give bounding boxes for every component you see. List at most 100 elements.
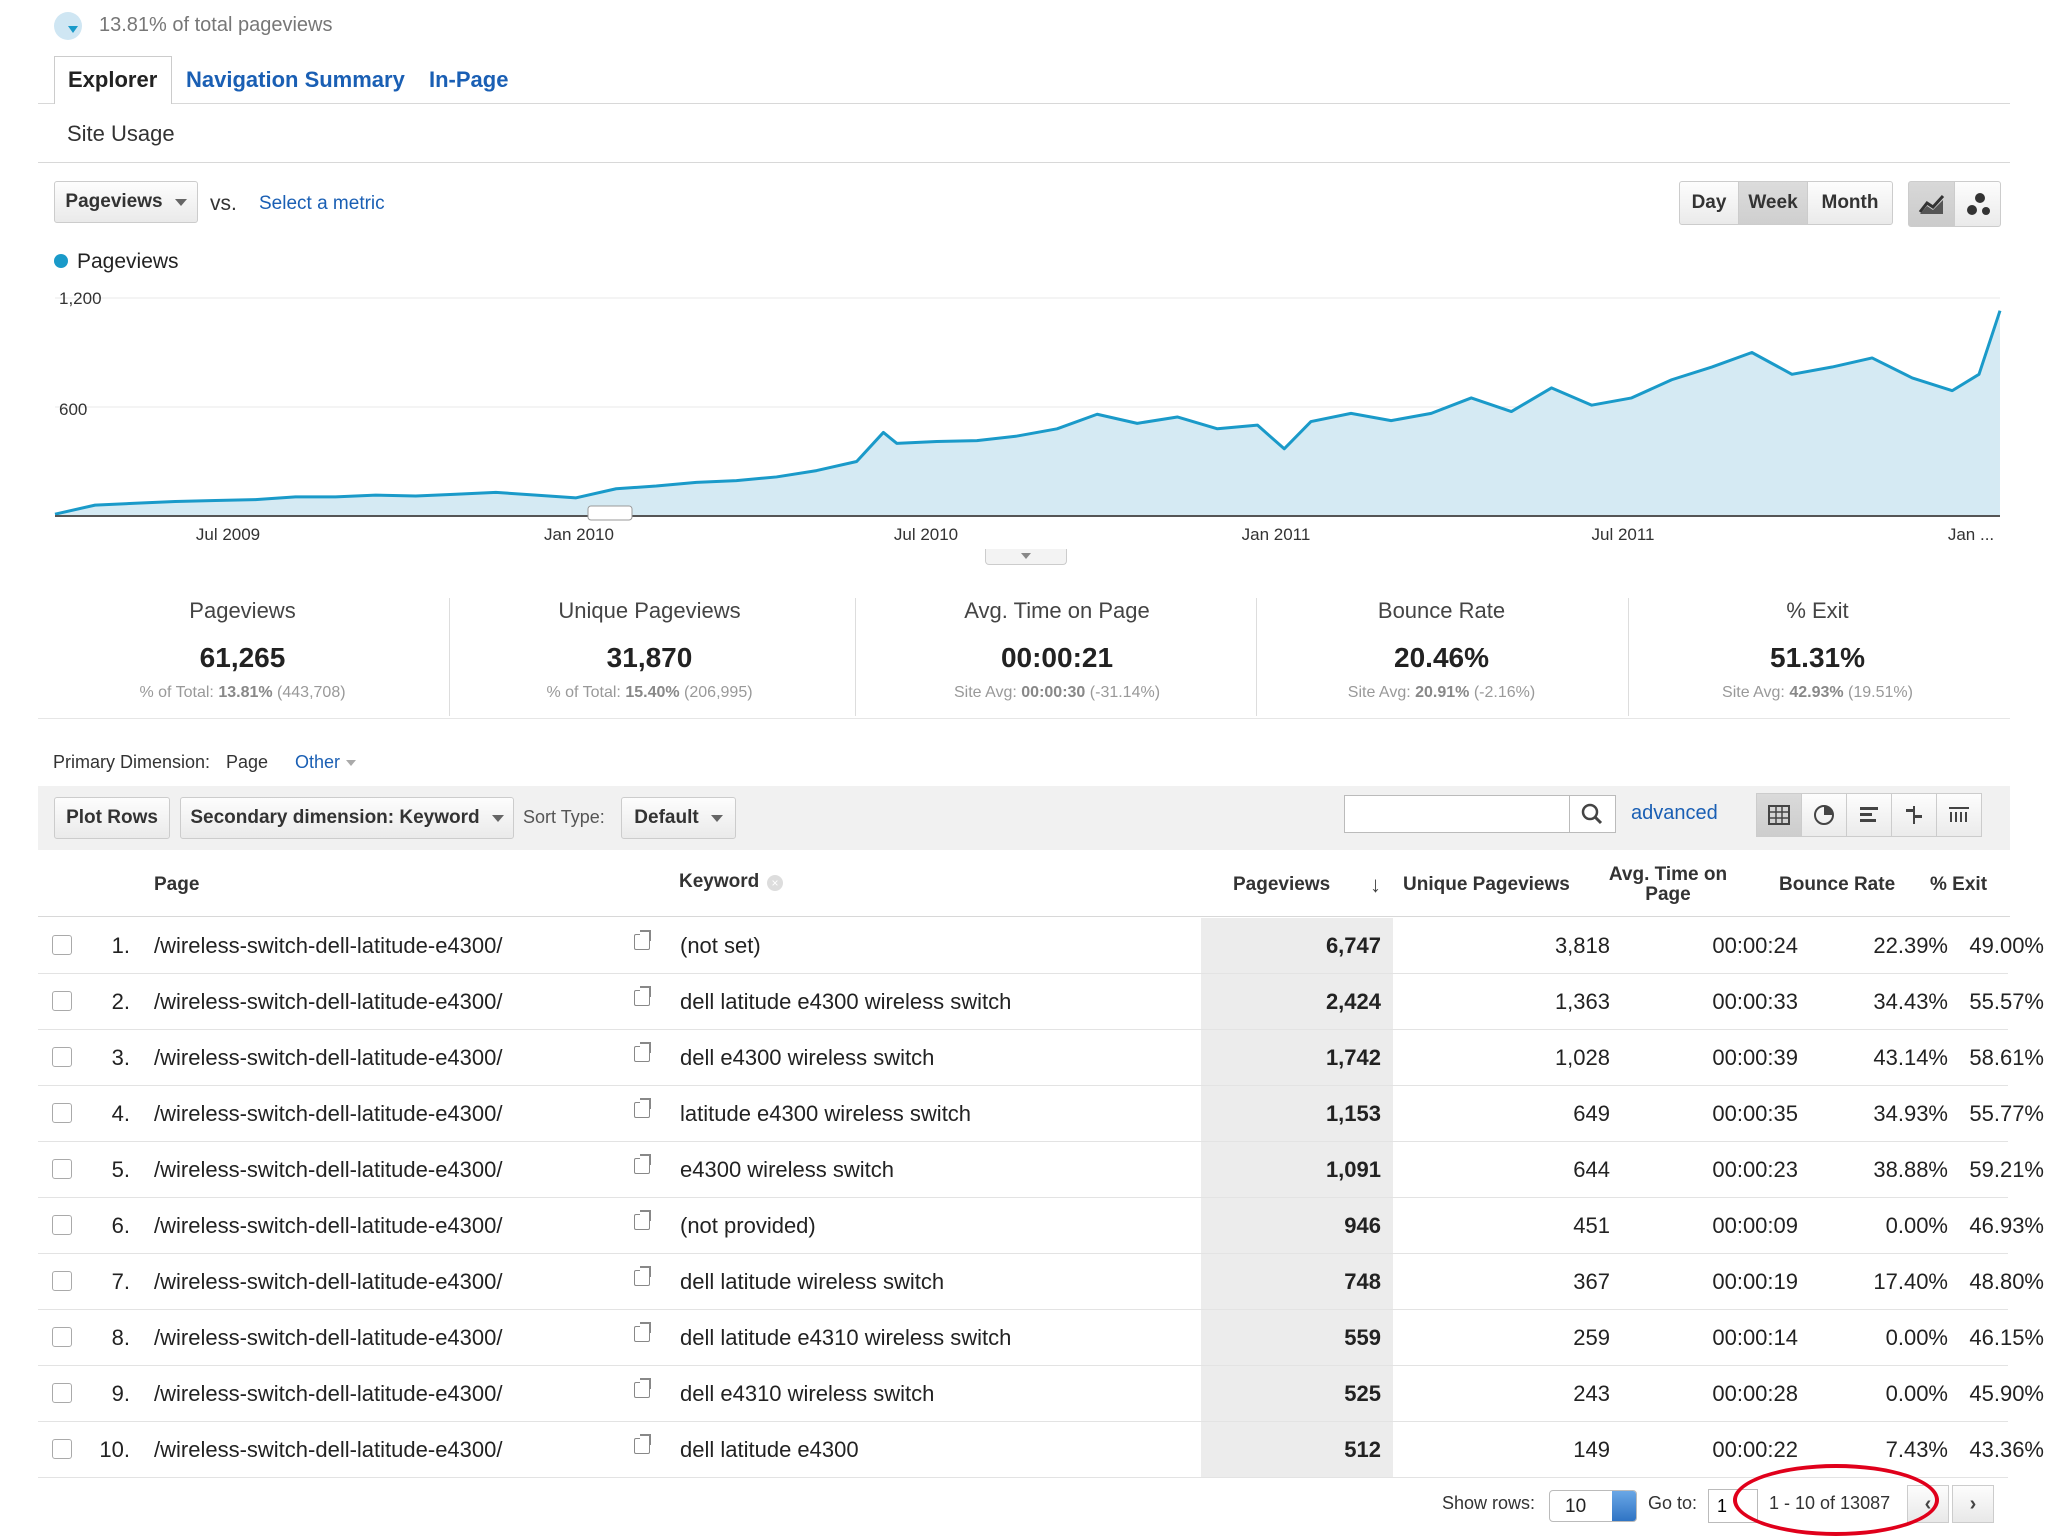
row-checkbox[interactable]: [52, 1103, 72, 1123]
period-day-label: Day: [1691, 192, 1727, 213]
open-link-icon[interactable]: [634, 1322, 651, 1342]
row-pageviews: 748: [1344, 1269, 1381, 1294]
row-keyword[interactable]: dell e4310 wireless switch: [680, 1381, 935, 1406]
open-link-icon[interactable]: [634, 1266, 651, 1286]
row-checkbox[interactable]: [52, 1383, 72, 1403]
column-header-pageviews[interactable]: Pageviews: [1233, 874, 1331, 895]
row-page[interactable]: /wireless-switch-dell-latitude-e4300/: [154, 1213, 503, 1238]
row-page[interactable]: /wireless-switch-dell-latitude-e4300/: [154, 1381, 503, 1406]
metric-avg-time: Avg. Time on Page 00:00:21 Site Avg: 00:…: [858, 588, 1256, 716]
row-checkbox[interactable]: [52, 991, 72, 1011]
row-checkbox[interactable]: [52, 1159, 72, 1179]
row-keyword[interactable]: dell e4300 wireless switch: [680, 1045, 935, 1070]
row-checkbox[interactable]: [52, 1439, 72, 1459]
row-pageviews: 2,424: [1325, 989, 1381, 1014]
row-index: 5.: [111, 1157, 130, 1182]
row-page[interactable]: /wireless-switch-dell-latitude-e4300/: [154, 1101, 503, 1126]
dimension-page[interactable]: Page: [226, 752, 269, 772]
open-link-icon[interactable]: [634, 1378, 651, 1398]
row-page[interactable]: /wireless-switch-dell-latitude-e4300/: [154, 1269, 503, 1294]
column-header-page[interactable]: Page: [154, 874, 200, 895]
dimension-other[interactable]: Other: [295, 752, 357, 773]
row-keyword[interactable]: (not provided): [680, 1213, 816, 1238]
row-keyword[interactable]: latitude e4300 wireless switch: [680, 1101, 972, 1126]
row-keyword[interactable]: dell latitude e4310 wireless switch: [680, 1325, 1012, 1350]
x-tick-label: Jul 2011: [1591, 525, 1654, 544]
open-link-icon[interactable]: [634, 930, 651, 950]
select-metric-link[interactable]: Select a metric: [259, 193, 385, 214]
comparison-view-button[interactable]: [1891, 793, 1937, 837]
column-header-bounce-rate[interactable]: Bounce Rate: [1779, 874, 1896, 895]
row-bounce-rate: 0.00%: [1885, 1325, 1948, 1350]
x-tick-label: Jul 2009: [196, 525, 260, 544]
plot-rows-button[interactable]: Plot Rows: [54, 797, 170, 839]
open-link-icon[interactable]: [634, 1210, 651, 1230]
row-checkbox[interactable]: [52, 1047, 72, 1067]
performance-view-button[interactable]: [1846, 793, 1892, 837]
pageviews-chart: 1,200 600 Jul 2009 Jan 2010 Jul 2010 Jan 2011…: [54, 289, 2002, 544]
table-view-button[interactable]: [1756, 793, 1802, 837]
period-month-button[interactable]: Month: [1807, 181, 1893, 225]
table-row: 10. /wireless-switch-dell-latitude-e4300…: [38, 1422, 2044, 1478]
row-keyword[interactable]: dell latitude e4300: [680, 1437, 859, 1462]
row-page[interactable]: /wireless-switch-dell-latitude-e4300/: [154, 933, 503, 958]
chart-resize-handle[interactable]: [985, 549, 1067, 565]
advanced-search-link[interactable]: advanced: [1631, 802, 1718, 824]
period-week-button[interactable]: Week: [1738, 181, 1808, 225]
period-week-label: Week: [1748, 192, 1798, 213]
row-index: 4.: [111, 1101, 130, 1126]
row-keyword[interactable]: dell latitude wireless switch: [680, 1269, 945, 1294]
secondary-dimension-select[interactable]: Secondary dimension: Keyword: [180, 797, 514, 839]
chevron-down-icon: [491, 814, 504, 822]
table-row: 6. /wireless-switch-dell-latitude-e4300/…: [38, 1198, 2044, 1254]
row-avg-time: 00:00:39: [1712, 1045, 1798, 1070]
tab-explorer-label[interactable]: Explorer: [68, 67, 158, 92]
open-link-icon[interactable]: [634, 1434, 651, 1454]
metric-select[interactable]: Pageviews: [54, 181, 198, 223]
pie-view-button[interactable]: [1801, 793, 1847, 837]
line-chart-icon: [1918, 194, 1944, 214]
show-rows-select[interactable]: 10: [1549, 1490, 1637, 1522]
row-page[interactable]: /wireless-switch-dell-latitude-e4300/: [154, 1157, 503, 1182]
row-keyword[interactable]: e4300 wireless switch: [680, 1157, 894, 1182]
open-link-icon[interactable]: [634, 1154, 651, 1174]
row-checkbox[interactable]: [52, 935, 72, 955]
metric-label: Bounce Rate: [1377, 598, 1506, 623]
row-checkbox[interactable]: [52, 1215, 72, 1235]
subtab-site-usage[interactable]: Site Usage: [67, 121, 175, 146]
series-area: [55, 310, 2000, 516]
pivot-view-button[interactable]: [1936, 793, 1982, 837]
secondary-dimension-label: Secondary dimension: Keyword: [190, 807, 480, 828]
metric-label: Pageviews: [189, 598, 296, 623]
row-page[interactable]: /wireless-switch-dell-latitude-e4300/: [154, 1325, 503, 1350]
table-row: 4. /wireless-switch-dell-latitude-e4300/…: [38, 1086, 2044, 1142]
row-checkbox[interactable]: [52, 1327, 72, 1347]
period-day-button[interactable]: Day: [1679, 181, 1739, 225]
tab-in-page[interactable]: In-Page: [429, 67, 509, 92]
tab-explorer[interactable]: [54, 56, 172, 104]
row-checkbox[interactable]: [52, 1271, 72, 1291]
search-input[interactable]: [1344, 795, 1570, 833]
next-page-button[interactable]: ›: [1952, 1485, 1994, 1523]
open-link-icon[interactable]: [634, 1042, 651, 1062]
row-page[interactable]: /wireless-switch-dell-latitude-e4300/: [154, 989, 503, 1014]
column-header-exit[interactable]: % Exit: [1930, 874, 1988, 895]
row-keyword[interactable]: (not set): [680, 933, 761, 958]
row-keyword[interactable]: dell latitude e4300 wireless switch: [680, 989, 1012, 1014]
row-exit: 43.36%: [1969, 1437, 2044, 1462]
search-button[interactable]: [1570, 795, 1616, 833]
motion-chart-button[interactable]: [1954, 181, 2001, 227]
column-header-avg-time[interactable]: Avg. Time on Page: [1608, 864, 1728, 905]
sort-desc-icon[interactable]: ↓: [1370, 872, 1381, 897]
column-header-keyword[interactable]: Keyword: [679, 871, 760, 892]
tab-navigation-summary[interactable]: Navigation Summary: [186, 67, 405, 92]
row-page[interactable]: /wireless-switch-dell-latitude-e4300/: [154, 1045, 503, 1070]
remove-keyword-icon[interactable]: ×: [767, 875, 783, 891]
row-page[interactable]: /wireless-switch-dell-latitude-e4300/: [154, 1437, 503, 1462]
comparison-icon: [1906, 806, 1922, 824]
line-chart-button[interactable]: [1908, 181, 1955, 227]
sort-type-select[interactable]: Default: [621, 797, 736, 839]
open-link-icon[interactable]: [634, 1098, 651, 1118]
open-link-icon[interactable]: [634, 986, 651, 1006]
column-header-unique-pageviews[interactable]: Unique Pageviews: [1403, 874, 1570, 895]
